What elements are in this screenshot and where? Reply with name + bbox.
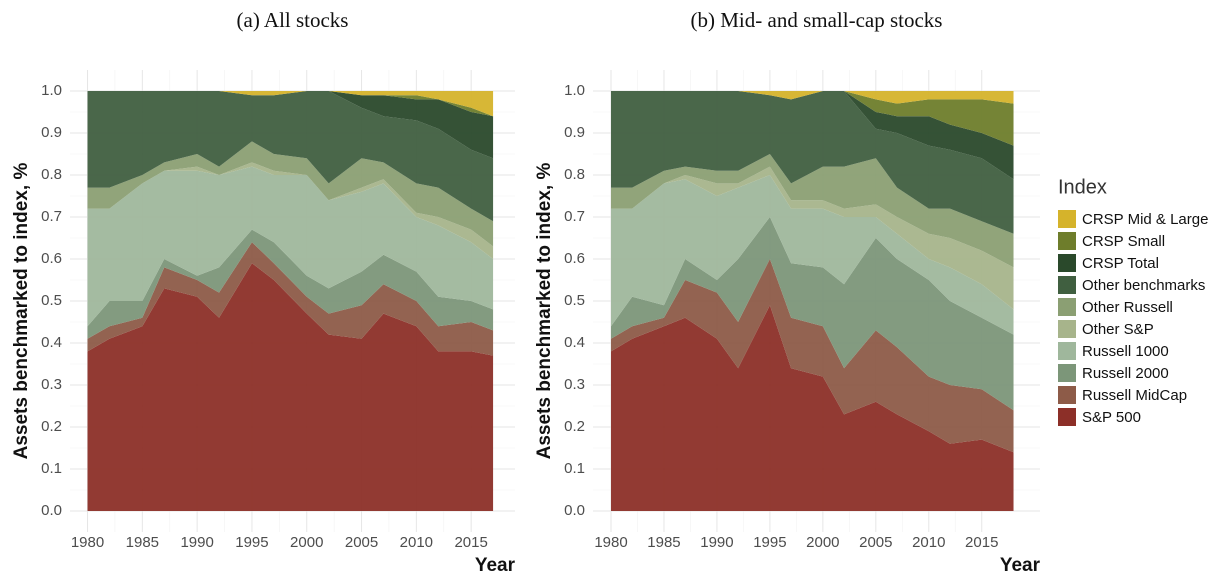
y-tick-label: 0.0 [41, 502, 62, 519]
chart-title: (a) All stocks [237, 8, 349, 32]
legend-swatch [1058, 232, 1076, 250]
x-tick-label: 1985 [647, 534, 680, 551]
y-tick-label: 0.6 [564, 250, 585, 267]
area [611, 175, 1014, 335]
x-tick-label: 2005 [345, 534, 378, 551]
y-tick-label: 0.1 [564, 460, 585, 477]
y-axis-label: Assets benchmarked to index, % [11, 163, 32, 460]
y-tick-label: 0.4 [41, 334, 62, 351]
legend-swatch [1058, 364, 1076, 382]
x-tick-label: 2000 [806, 534, 839, 551]
legend-swatch [1058, 276, 1076, 294]
y-tick-label: 0.9 [564, 124, 585, 141]
x-tick-label: 2005 [859, 534, 892, 551]
area [611, 91, 1014, 146]
x-tick-label: 1980 [71, 534, 104, 551]
legend-label: S&P 500 [1082, 409, 1141, 426]
x-tick-label: 1990 [180, 534, 213, 551]
legend-swatch [1058, 408, 1076, 426]
legend-label: Russell 2000 [1082, 365, 1169, 382]
panel: 0.0 0.1 0.2 0.3 0.4 0.5 0.6 0.7 0.8 0.9 1.0 1980 198… [534, 8, 1041, 575]
legend-label: Other S&P [1082, 321, 1154, 338]
y-tick-label: 0.2 [41, 418, 62, 435]
y-tick-label: 1.0 [41, 82, 62, 99]
area [87, 166, 494, 327]
y-tick-label: 0.8 [41, 166, 62, 183]
legend-label: CRSP Total [1082, 255, 1159, 272]
y-tick-label: 0.6 [41, 250, 62, 267]
x-tick-label: 1995 [753, 534, 786, 551]
legend-label: CRSP Mid & Large [1082, 211, 1208, 228]
x-tick-label: 1990 [700, 534, 733, 551]
y-tick-label: 1.0 [564, 82, 585, 99]
area [87, 263, 494, 511]
area [611, 91, 1014, 234]
area [611, 259, 1014, 453]
area [611, 305, 1014, 511]
y-tick-label: 0.4 [564, 334, 585, 351]
x-tick-label: 2010 [400, 534, 433, 551]
y-tick-label: 0.7 [564, 208, 585, 225]
y-tick-label: 0.0 [564, 502, 585, 519]
y-tick-label: 0.3 [41, 376, 62, 393]
x-tick-label: 1980 [594, 534, 627, 551]
panel: 0.0 0.1 0.2 0.3 0.4 0.5 0.6 0.7 0.8 0.9 1.0 1980 198… [11, 8, 516, 575]
legend-swatch [1058, 342, 1076, 360]
y-tick-label: 0.3 [564, 376, 585, 393]
x-axis-label: Year [475, 555, 516, 575]
x-tick-label: 2015 [965, 534, 998, 551]
legend-label: CRSP Small [1082, 233, 1165, 250]
legend-swatch [1058, 254, 1076, 272]
x-tick-label: 2010 [912, 534, 945, 551]
y-tick-label: 0.5 [564, 292, 585, 309]
area [87, 91, 494, 117]
x-tick-label: 1995 [235, 534, 268, 551]
legend-swatch [1058, 210, 1076, 228]
x-tick-label: 1985 [126, 534, 159, 551]
legend-swatch [1058, 320, 1076, 338]
legend-label: Russell 1000 [1082, 343, 1169, 360]
chart-title: (b) Mid- and small-cap stocks [691, 8, 943, 32]
area [611, 91, 1014, 104]
area [87, 242, 494, 356]
legend-swatch [1058, 386, 1076, 404]
y-tick-label: 0.7 [41, 208, 62, 225]
legend-label: Other benchmarks [1082, 277, 1205, 294]
legend-label: Russell MidCap [1082, 387, 1187, 404]
area [611, 217, 1014, 411]
x-tick-label: 2015 [454, 534, 487, 551]
area [611, 166, 1014, 310]
y-tick-label: 0.9 [41, 124, 62, 141]
legend-label: Other Russell [1082, 299, 1173, 316]
area [87, 91, 494, 222]
y-tick-label: 0.8 [564, 166, 585, 183]
area [611, 91, 1014, 180]
x-tick-label: 2000 [290, 534, 323, 551]
y-tick-label: 0.2 [564, 418, 585, 435]
x-axis-label: Year [1000, 555, 1041, 575]
y-tick-label: 0.1 [41, 460, 62, 477]
area [87, 141, 494, 247]
y-tick-label: 0.5 [41, 292, 62, 309]
legend-swatch [1058, 298, 1076, 316]
y-axis-label: Assets benchmarked to index, % [534, 163, 555, 460]
area [87, 162, 494, 259]
area [87, 91, 494, 159]
area [611, 154, 1014, 268]
area [87, 229, 494, 339]
legend-title: Index [1058, 176, 1107, 198]
